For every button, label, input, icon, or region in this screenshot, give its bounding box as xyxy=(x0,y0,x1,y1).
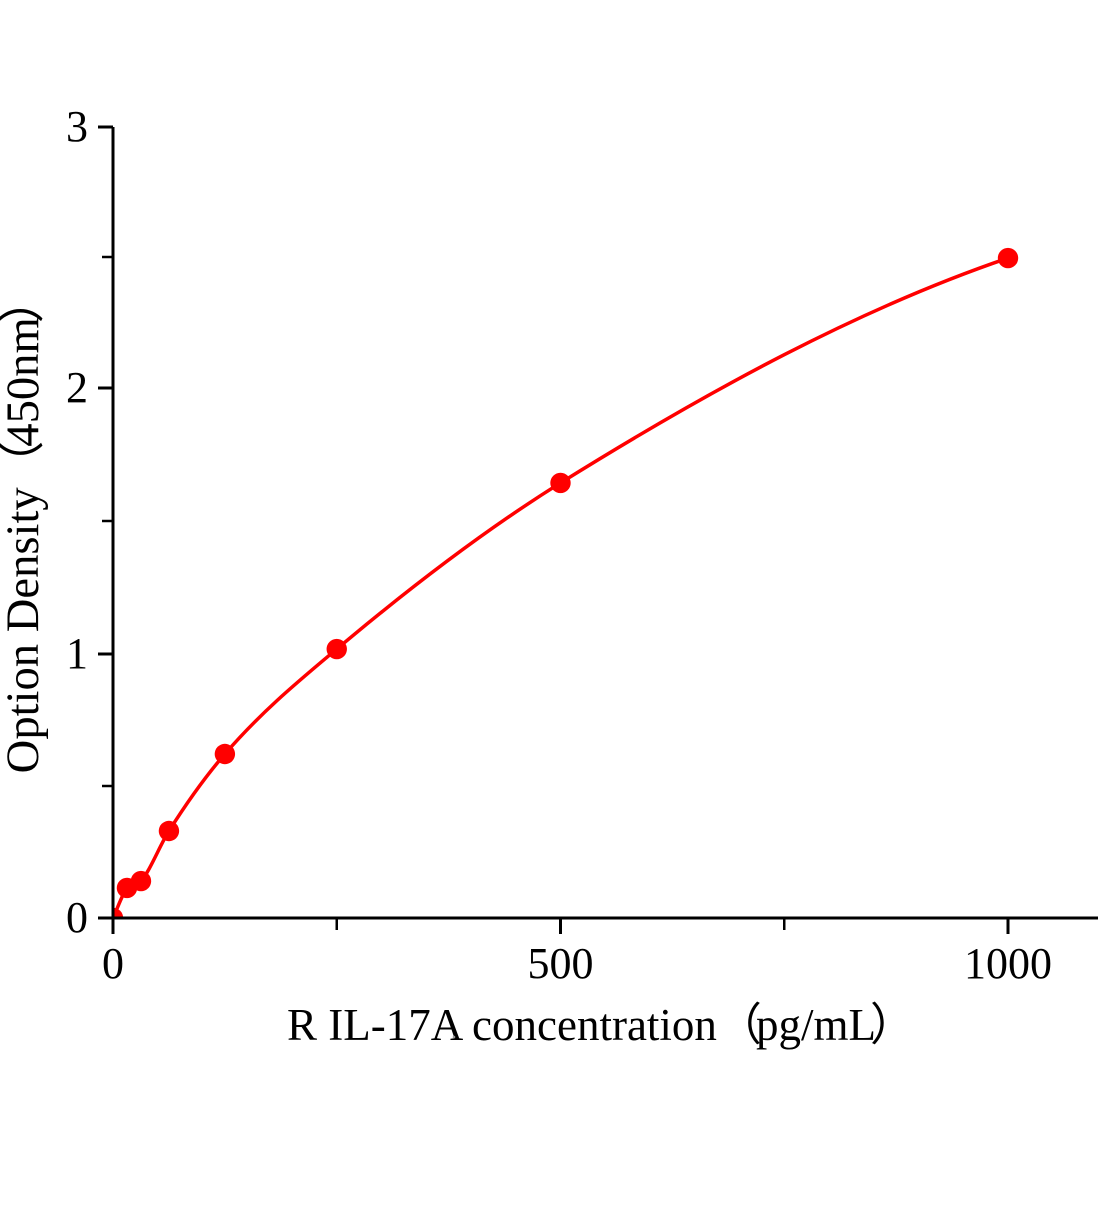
svg-text:1: 1 xyxy=(66,629,88,678)
svg-text:Option Density（450nm）: Option Density（450nm） xyxy=(0,277,49,774)
svg-text:0: 0 xyxy=(102,939,124,988)
svg-text:2: 2 xyxy=(66,363,88,412)
svg-text:3: 3 xyxy=(66,102,88,151)
svg-text:1000: 1000 xyxy=(964,939,1052,988)
svg-text:0: 0 xyxy=(66,893,88,942)
svg-text:500: 500 xyxy=(528,939,594,988)
svg-text:R IL-17A concentration（pg/mL）: R IL-17A concentration（pg/mL） xyxy=(287,1000,915,1050)
